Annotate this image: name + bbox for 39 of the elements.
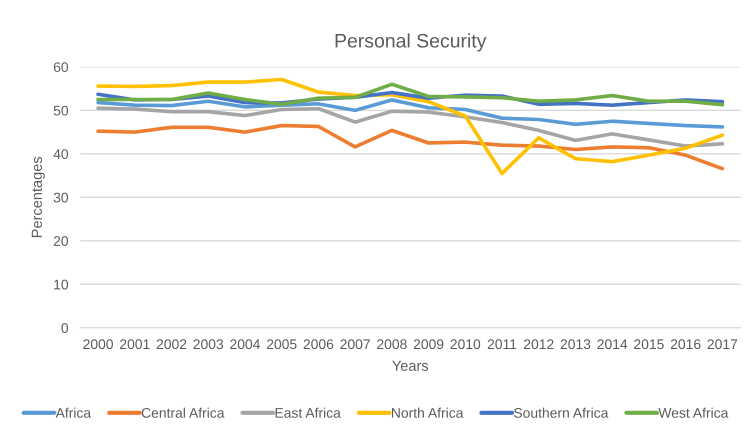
x-tick-label: 2014 (597, 339, 628, 350)
y-tick-label: 60 (54, 62, 68, 72)
x-tick-label: 2000 (83, 339, 113, 350)
x-tick-label: 2013 (560, 339, 590, 350)
chart-title: Personal Security (336, 33, 486, 52)
x-tick-label: 2004 (230, 339, 260, 350)
x-tick-label: 2002 (156, 339, 186, 350)
x-tick-label: 2011 (488, 339, 516, 350)
y-tick-label: 0 (61, 323, 68, 333)
line-series (96, 106, 724, 148)
x-axis-title: Years (392, 360, 428, 371)
y-axis-title: Percentages (32, 156, 45, 238)
y-tick-label: 10 (54, 280, 68, 290)
x-tick-label: 2010 (450, 339, 480, 350)
x-tick-label: 2009 (414, 339, 444, 350)
line-series (96, 98, 724, 129)
x-tick-label: 2001 (120, 339, 150, 350)
line-series (96, 124, 724, 170)
line-series (96, 78, 724, 176)
legend-label: East Africa (276, 408, 341, 418)
legend-label: Central Africa (142, 408, 224, 418)
x-tick-label: 2007 (340, 339, 370, 350)
x-tick-label: 2016 (670, 339, 700, 350)
legend-label: North Africa (392, 408, 464, 418)
line-series (96, 82, 724, 107)
x-tick-label: 2015 (634, 339, 664, 350)
x-tick-label: 2008 (377, 339, 407, 350)
x-tick-label: 2012 (524, 339, 554, 350)
legend-label: Africa (56, 408, 92, 418)
x-tick-label: 2005 (266, 339, 297, 350)
y-tick-label: 20 (54, 236, 68, 246)
legend-label: West Africa (658, 408, 728, 418)
y-tick-label: 30 (54, 192, 68, 203)
x-tick-label: 2017 (708, 339, 738, 350)
y-tick-label: 50 (54, 106, 68, 116)
y-tick-label: 40 (53, 149, 68, 160)
x-tick-label: 2003 (193, 339, 224, 350)
x-tick-label: 2006 (304, 339, 334, 350)
legend-label: Southern Africa (514, 408, 608, 418)
